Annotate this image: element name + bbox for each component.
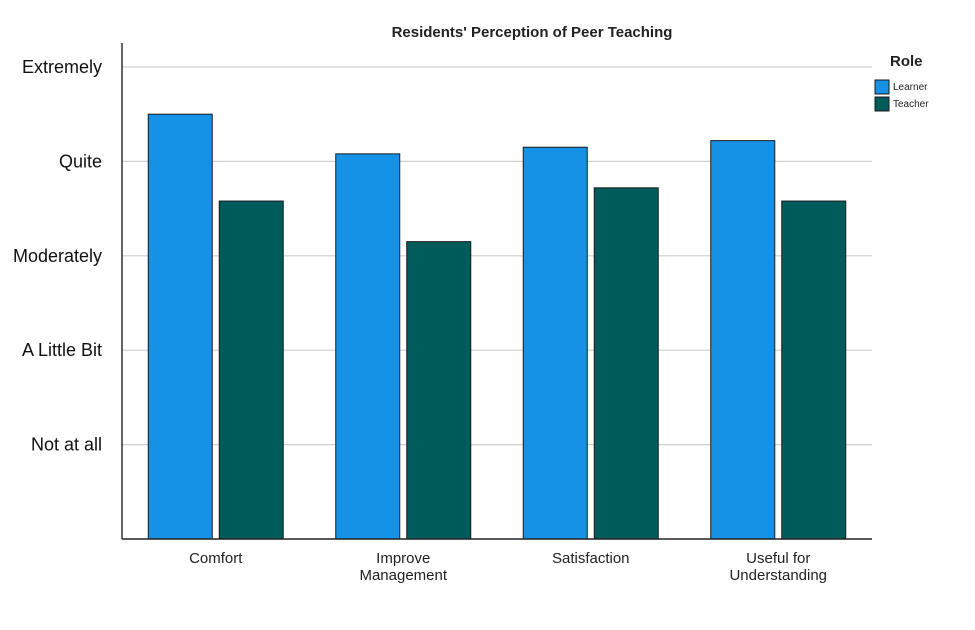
x-tick-label: Improve Management xyxy=(359,550,447,584)
bar-learner xyxy=(147,113,213,540)
y-tick-label: Extremely xyxy=(22,57,102,77)
x-tick-label-line: Understanding xyxy=(729,567,827,584)
y-tick-label: A Little Bit xyxy=(22,340,102,360)
x-tick-label-line: Useful for xyxy=(746,550,810,567)
x-tick-labels: Comfort Improve Management Satisfaction Usef… xyxy=(189,550,827,584)
y-tick-label: Not at all xyxy=(31,435,102,455)
bar-teacher xyxy=(218,200,284,540)
x-tick-label-line: Comfort xyxy=(189,550,243,567)
x-tick-label: Comfort xyxy=(189,550,243,567)
y-tick-label: Moderately xyxy=(13,246,102,266)
legend-label-learner: Learner xyxy=(893,82,928,93)
y-tick-labels: Not at all A Little Bit Moderately Quite Ext… xyxy=(13,57,102,455)
bar-teacher xyxy=(406,241,472,540)
y-tick-label: Quite xyxy=(59,151,102,171)
bar-teacher xyxy=(593,187,659,540)
bar-learner xyxy=(710,140,776,540)
axes xyxy=(121,43,872,540)
bar-learner xyxy=(335,153,401,540)
legend-swatch-learner xyxy=(874,79,890,95)
bar-teacher xyxy=(781,200,847,540)
legend-swatch-teacher xyxy=(874,96,890,112)
bar-learner xyxy=(522,146,588,540)
legend-title: Role xyxy=(890,53,923,70)
legend-label-teacher: Teacher xyxy=(893,99,929,110)
x-tick-label-line: Management xyxy=(359,567,447,584)
bars xyxy=(147,113,847,540)
x-tick-label: Useful for Understanding xyxy=(729,550,827,584)
legend: Role Learner Teacher xyxy=(874,53,929,112)
x-tick-label-line: Improve xyxy=(376,550,430,567)
chart-title: Residents' Perception of Peer Teaching xyxy=(392,24,673,41)
x-tick-label: Satisfaction xyxy=(552,550,630,567)
x-tick-label-line: Satisfaction xyxy=(552,550,630,567)
